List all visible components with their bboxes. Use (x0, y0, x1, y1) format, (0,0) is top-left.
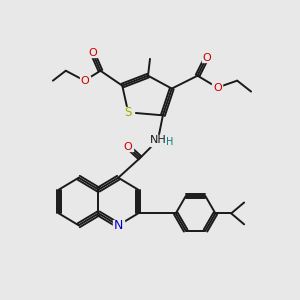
Bar (113, 220, 124, 230)
Bar (122, 107, 134, 117)
Text: O: O (202, 53, 211, 63)
Bar (150, 135, 166, 146)
Text: S: S (124, 106, 132, 119)
Text: N: N (114, 219, 123, 232)
Text: O: O (88, 48, 97, 58)
Text: O: O (124, 142, 133, 152)
Text: O: O (213, 82, 222, 93)
Bar (123, 142, 133, 152)
Text: NH: NH (150, 135, 166, 145)
Bar (202, 53, 212, 62)
Bar (80, 76, 90, 85)
Bar (88, 48, 98, 57)
Text: O: O (80, 76, 89, 85)
Bar (212, 83, 222, 92)
Text: H: H (166, 137, 173, 147)
